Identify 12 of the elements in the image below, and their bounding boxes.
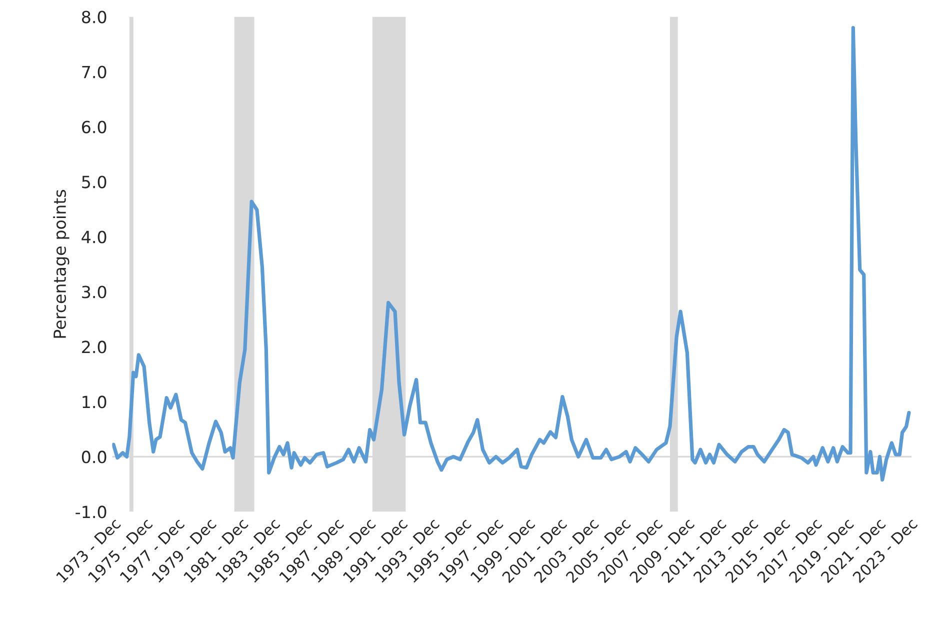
y-tick-label: -1.0 xyxy=(76,506,106,518)
y-axis-title: Percentage points xyxy=(53,190,70,338)
y-tick-label: 3.0 xyxy=(82,286,106,298)
y-tick-label: 8.0 xyxy=(82,10,106,24)
y-tick-label: 5.0 xyxy=(82,176,106,188)
y-tick-label: 7.0 xyxy=(82,66,106,78)
y-tick-label: 2.0 xyxy=(82,340,106,354)
y-tick-label: 6.0 xyxy=(82,120,106,134)
y-tick-label: 4.0 xyxy=(82,230,106,244)
y-tick-label: 0.0 xyxy=(82,450,106,464)
line-series xyxy=(112,26,911,482)
y-tick-label: 1.0 xyxy=(82,396,106,408)
